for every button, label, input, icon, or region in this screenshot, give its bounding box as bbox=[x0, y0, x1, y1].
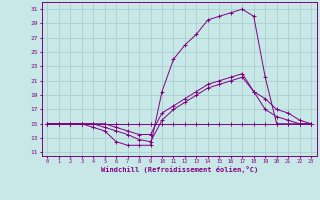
X-axis label: Windchill (Refroidissement éolien,°C): Windchill (Refroidissement éolien,°C) bbox=[100, 166, 258, 173]
